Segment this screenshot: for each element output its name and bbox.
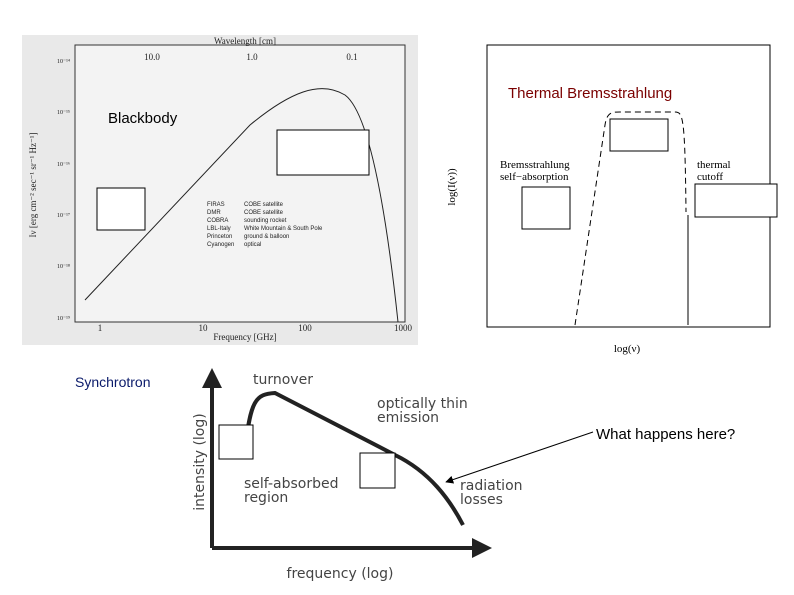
annotation: region (244, 490, 288, 506)
annotation: emission (377, 410, 439, 426)
y-tick-label: 10⁻¹⁸ (57, 264, 70, 270)
y-axis-label: intensity (log) (192, 413, 208, 510)
x-axis-label: Frequency [GHz] (213, 332, 276, 342)
legend-instrument: COBRA (207, 218, 228, 224)
legend-description: optical (244, 242, 261, 248)
synchrotron-panel: turnover optically thin emission self-ab… (75, 368, 735, 582)
x-axis-label: log(ν) (614, 343, 641, 355)
legend-instrument: LBL-Italy (207, 226, 231, 232)
annotation: turnover (253, 372, 313, 388)
top-tick-label: 10.0 (144, 52, 160, 62)
legend-instrument: Princeton (207, 234, 232, 240)
panel-title: Thermal Bremsstrahlung (508, 85, 672, 102)
plot-frame (74, 44, 406, 323)
blackbody-panel: Wavelength [cm] 10.0 1.0 0.1 10⁻¹⁴ 10⁻¹⁵… (22, 35, 418, 345)
legend: FIRAS COBE satellite DMR COBE satellite CO… (207, 202, 323, 248)
legend-description: ground & balloon (244, 234, 289, 240)
blank-box (694, 183, 778, 218)
legend-instrument: DMR (207, 210, 221, 216)
annotation: optically thin (377, 396, 468, 412)
x-tick-label: 1000 (394, 323, 413, 333)
legend-description: sounding rocket (244, 218, 287, 224)
y-tick-label: 10⁻¹⁵ (57, 110, 70, 116)
blank-box (359, 452, 396, 489)
y-axis-label: Iν [erg cm⁻² sec⁻¹ sr⁻¹ Hz⁻¹] (28, 133, 38, 238)
blank-box (276, 129, 370, 176)
y-tick-label: 10⁻¹⁹ (57, 316, 70, 322)
legend-description: COBE satellite (244, 210, 284, 216)
annotation: self-absorbed (244, 476, 338, 492)
legend-instrument: Cyanogen (207, 242, 234, 248)
y-tick-label: 10⁻¹⁶ (57, 162, 70, 168)
blank-box (96, 187, 146, 231)
y-tick-label: 10⁻¹⁷ (57, 213, 70, 219)
top-tick-label: 0.1 (346, 52, 357, 62)
blank-box (521, 186, 571, 230)
x-tick-label: 100 (298, 323, 312, 333)
spectrum-curve (84, 88, 399, 323)
annotation: Bremsstrahlung (500, 159, 570, 171)
panel-label: Blackbody (108, 110, 178, 127)
blank-box (218, 424, 254, 460)
x-tick-label: 1 (98, 323, 103, 333)
annotation: losses (460, 492, 503, 508)
y-axis-label: log(I(ν)) (446, 168, 458, 206)
annotation: radiation (460, 478, 523, 494)
y-tick-label: 10⁻¹⁴ (57, 59, 70, 65)
question: What happens here? (596, 426, 735, 443)
x-axis-label: frequency (log) (287, 566, 394, 582)
annotation: cutoff (697, 171, 723, 183)
spectrum-curve (574, 111, 687, 326)
legend-instrument: FIRAS (207, 202, 225, 208)
legend-description: White Mountain & South Pole (244, 226, 323, 232)
panel-label: Synchrotron (75, 374, 150, 390)
pointer-arrow (445, 431, 594, 484)
blank-box (609, 118, 669, 152)
annotation: thermal (697, 159, 731, 171)
top-axis-label: Wavelength [cm] (214, 36, 276, 46)
top-tick-label: 1.0 (246, 52, 258, 62)
x-tick-label: 10 (199, 323, 209, 333)
annotation: self−absorption (500, 171, 569, 183)
legend-description: COBE satellite (244, 202, 284, 208)
bremsstrahlung-panel: Bremsstrahlung self−absorption thermal c… (446, 44, 778, 355)
